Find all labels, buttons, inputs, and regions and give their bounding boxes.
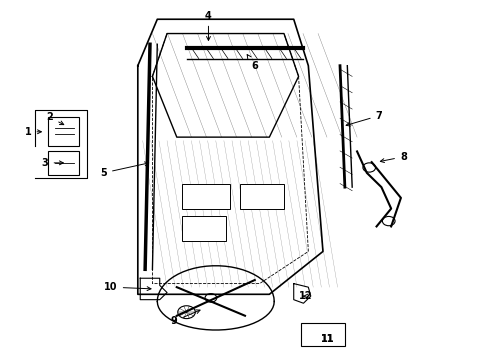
Text: 11: 11: [321, 334, 335, 344]
FancyBboxPatch shape: [48, 152, 79, 175]
Text: 5: 5: [100, 162, 148, 178]
Text: 10: 10: [104, 282, 151, 292]
Bar: [240, 184, 284, 208]
Text: 1: 1: [25, 127, 41, 137]
Text: 2: 2: [47, 112, 64, 125]
Text: 4: 4: [205, 11, 212, 40]
Text: 11: 11: [321, 334, 335, 344]
Bar: [182, 216, 225, 241]
Text: 7: 7: [346, 111, 382, 126]
Text: 3: 3: [42, 158, 63, 168]
Text: 8: 8: [380, 152, 407, 162]
Text: 6: 6: [247, 55, 258, 71]
Text: 12: 12: [299, 291, 313, 301]
Bar: [182, 184, 230, 208]
FancyBboxPatch shape: [301, 323, 345, 346]
FancyBboxPatch shape: [48, 117, 79, 146]
Text: 9: 9: [171, 310, 200, 326]
